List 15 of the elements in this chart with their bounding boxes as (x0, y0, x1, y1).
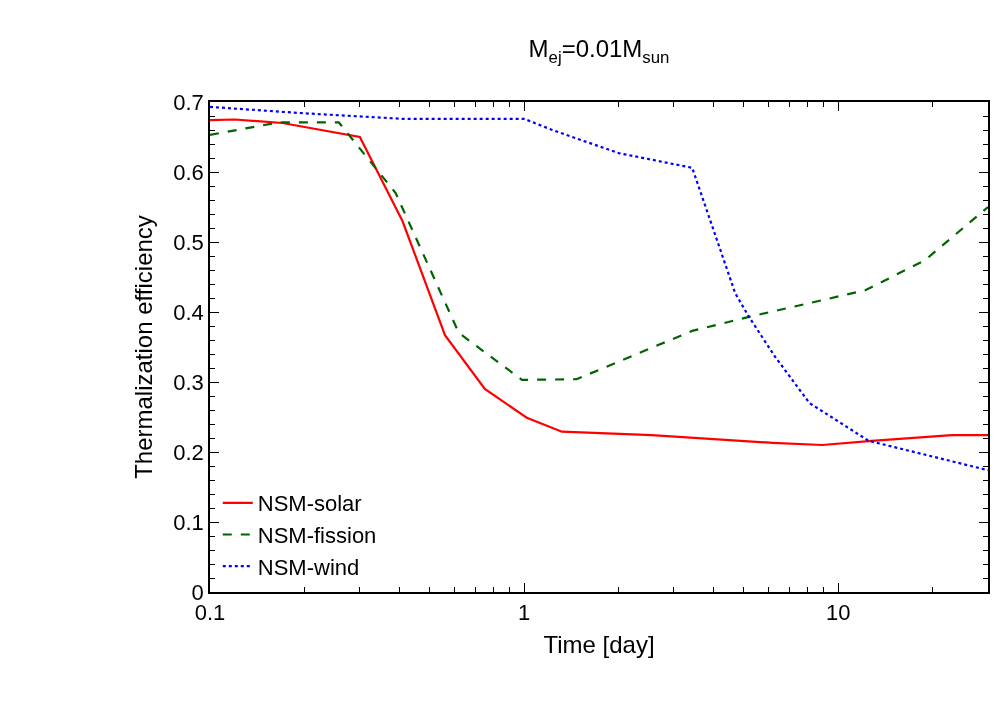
legend-label: NSM-wind (257, 554, 360, 580)
y-tick-label: 0.6 (173, 159, 204, 185)
chart-title: M$_{ej}$=0.01M$_{sun}$ (528, 35, 670, 67)
y-tick-label: 0.4 (173, 299, 204, 325)
x-tick-label: 10 (825, 600, 851, 626)
legend-label: NSM-solar (257, 491, 362, 517)
y-tick-label: 0.3 (173, 369, 204, 395)
y-tick-label: 0.1 (173, 509, 204, 535)
x-tick-label: 1 (517, 600, 531, 626)
y-tick-label: 0.2 (173, 439, 204, 465)
y-tick-label: 0.5 (173, 229, 204, 255)
y-axis-title: Thermalization efficiency (129, 215, 157, 479)
y-tick-label: 0.7 (173, 89, 204, 115)
legend-label: NSM-fission (257, 523, 377, 549)
x-axis-title: Time [day] (543, 630, 655, 658)
